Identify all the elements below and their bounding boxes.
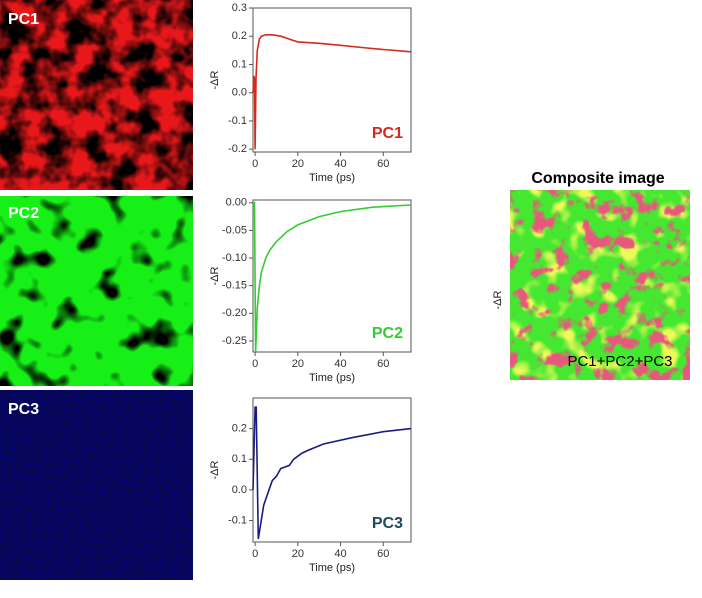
y-tick-label: -0.1 <box>228 514 247 526</box>
x-tick-label: 40 <box>334 548 346 560</box>
y-tick-label: 0.3 <box>232 2 247 14</box>
y-tick-label: 0.1 <box>232 453 247 465</box>
chart: 0.3 0.2 0.1 0.0 -0.1 -0.2 0 20 40 60 Time (ps) -ΔR P… <box>209 2 412 184</box>
x-tick-label: 0 <box>252 548 258 560</box>
chart: 0.2 0.1 0.0 -0.1 0 20 40 60 Time (ps) -ΔR PC3 <box>209 397 412 574</box>
y-tick-label: 0.00 <box>226 197 247 209</box>
image-label: PC3 <box>8 401 39 418</box>
x-tick-label: 20 <box>292 358 304 370</box>
y-tick-label: 0.1 <box>232 58 247 70</box>
image-label: PC1 <box>8 11 39 28</box>
data-line <box>252 34 412 150</box>
y-tick-label: 0.0 <box>232 87 247 99</box>
plot-frame <box>252 199 412 353</box>
composite-title: Composite image <box>531 170 664 187</box>
y-tick-label: 0.2 <box>232 423 247 435</box>
data-line <box>252 406 412 540</box>
annotation: PC1 <box>372 125 403 142</box>
y-tick-label: -0.10 <box>222 252 247 264</box>
composite-label: PC1+PC2+PC3 <box>567 353 672 370</box>
x-tick-label: 0 <box>252 358 258 370</box>
y-tick-label: 0.2 <box>232 30 247 42</box>
x-tick-label: 60 <box>377 158 389 170</box>
y-tick-label: -0.05 <box>222 224 247 236</box>
x-tick-label: 40 <box>334 358 346 370</box>
x-tick-label: 20 <box>292 158 304 170</box>
y-axis-label: -ΔR <box>209 460 221 479</box>
pc1-image: PC1 <box>0 0 193 190</box>
pc2-image: PC2 <box>0 196 193 386</box>
y-tick-label: -0.25 <box>222 335 247 347</box>
annotation: PC3 <box>372 515 403 532</box>
y-axis-label: -ΔR <box>209 70 221 89</box>
x-tick-label: 20 <box>292 548 304 560</box>
annotation: PC2 <box>372 325 403 342</box>
y-tick-label: -0.15 <box>222 280 247 292</box>
y-tick-label: -0.20 <box>222 307 247 319</box>
y-axis-label: -ΔR <box>209 266 221 285</box>
x-axis-label: Time (ps) <box>309 372 355 384</box>
image-label: PC2 <box>8 205 39 222</box>
x-axis-label: Time (ps) <box>309 562 355 574</box>
chart: 0.00 -0.05 -0.10 -0.15 -0.20 -0.25 0 20 40 60 Time… <box>209 197 412 384</box>
axis-label: -ΔR <box>492 290 504 309</box>
composite-image: Composite image PC1+PC2+PC3 -ΔR <box>492 170 690 380</box>
x-tick-label: 60 <box>377 358 389 370</box>
y-tick-label: 0.0 <box>232 484 247 496</box>
x-tick-label: 40 <box>334 158 346 170</box>
y-tick-label: -0.1 <box>228 115 247 127</box>
x-tick-label: 60 <box>377 548 389 560</box>
x-tick-label: 0 <box>252 158 258 170</box>
x-axis-label: Time (ps) <box>309 172 355 184</box>
pc3-image: PC3 <box>0 390 193 580</box>
y-tick-label: -0.2 <box>228 143 247 155</box>
data-line <box>253 202 412 353</box>
